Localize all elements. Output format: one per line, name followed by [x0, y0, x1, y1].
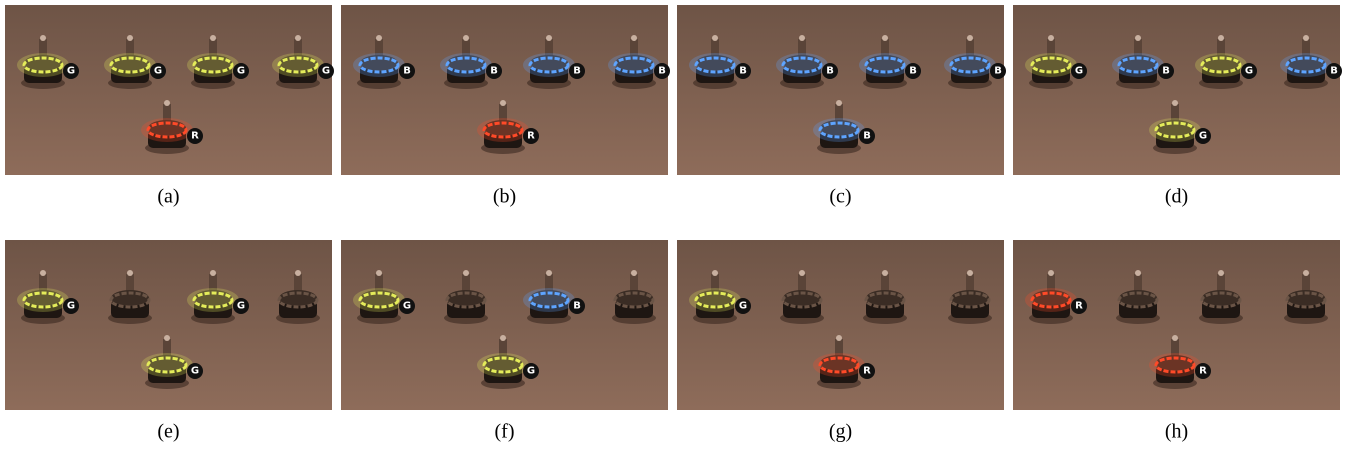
robot-top [712, 270, 718, 276]
robot-top [882, 35, 888, 41]
robot-label: B [658, 66, 666, 77]
figure: GGGGR(a)BBBBR(b)BBBBB(c)GBGBG(d)GGG(e)GB… [0, 0, 1346, 452]
robot-label: G [154, 66, 162, 77]
panel-caption: (e) [157, 421, 179, 443]
panel: GR [677, 240, 1004, 410]
robot-label: R [527, 131, 535, 142]
robot-top [546, 270, 552, 276]
robot-top [799, 270, 805, 276]
robot-top [164, 335, 170, 341]
robot-top [376, 35, 382, 41]
panel-caption: (h) [1165, 421, 1188, 443]
robot-top [799, 35, 805, 41]
robot-label: G [1199, 131, 1207, 142]
robot-top [1218, 35, 1224, 41]
robot-label: R [1075, 301, 1083, 312]
robot-label: B [826, 66, 834, 77]
robot-top [1135, 270, 1141, 276]
robot-label: B [994, 66, 1002, 77]
robot-top [631, 35, 637, 41]
robot-top [127, 270, 133, 276]
robot-top [1048, 270, 1054, 276]
robot-top [631, 270, 637, 276]
robot-top [1172, 335, 1178, 341]
robot-top [546, 35, 552, 41]
robot-label: G [237, 66, 245, 77]
robot-top [500, 100, 506, 106]
robot-top [836, 335, 842, 341]
panel: G G G [5, 240, 332, 410]
panel-caption: (g) [829, 421, 852, 443]
robot-top [463, 35, 469, 41]
robot-top [500, 335, 506, 341]
robot-top [40, 270, 46, 276]
panel: G B G [341, 240, 668, 410]
robot-label: G [67, 301, 75, 312]
robot-label: B [573, 301, 581, 312]
robot-top [712, 35, 718, 41]
robot-top [210, 270, 216, 276]
robot-top [967, 35, 973, 41]
robot-top [40, 35, 46, 41]
robot-top [1135, 35, 1141, 41]
robot-top [164, 100, 170, 106]
robot-label: G [527, 366, 535, 377]
robot-top [1172, 100, 1178, 106]
panel: RR [1013, 240, 1340, 410]
robot-label: G [237, 301, 245, 312]
panel: B B B B R [341, 5, 670, 175]
robot-label: B [909, 66, 917, 77]
robot-label: R [863, 366, 871, 377]
robot-label: B [1330, 66, 1338, 77]
robot-top [127, 35, 133, 41]
panel-caption: (d) [1165, 186, 1188, 208]
panel: B B B B B [677, 5, 1006, 175]
robot-top [295, 270, 301, 276]
robot-top [463, 270, 469, 276]
robot-label: G [191, 366, 199, 377]
robot-label: G [1075, 66, 1083, 77]
robot-label: B [863, 131, 871, 142]
robot-label: R [191, 131, 199, 142]
panel-caption: (f) [495, 421, 515, 443]
robot-label: R [1199, 366, 1207, 377]
robot-top [1303, 35, 1309, 41]
robot-label: B [739, 66, 747, 77]
robot-label: B [490, 66, 498, 77]
robot-top [882, 270, 888, 276]
panel: G B G B G [1013, 5, 1342, 175]
robot-label: G [403, 301, 411, 312]
robot-top [210, 35, 216, 41]
robot-top [836, 100, 842, 106]
panel-caption: (c) [829, 186, 851, 208]
robot-label: G [1245, 66, 1253, 77]
robot-top [967, 270, 973, 276]
robot-top [295, 35, 301, 41]
panel-caption: (a) [157, 186, 179, 208]
robot-label: B [1162, 66, 1170, 77]
robot-label: B [403, 66, 411, 77]
robot-top [376, 270, 382, 276]
robot-top [1303, 270, 1309, 276]
robot-label: B [573, 66, 581, 77]
panel: G G G G R [5, 5, 334, 175]
robot-top [1218, 270, 1224, 276]
robot-top [1048, 35, 1054, 41]
robot-label: G [67, 66, 75, 77]
robot-label: G [322, 66, 330, 77]
robot-label: G [739, 301, 747, 312]
panel-caption: (b) [493, 186, 516, 208]
